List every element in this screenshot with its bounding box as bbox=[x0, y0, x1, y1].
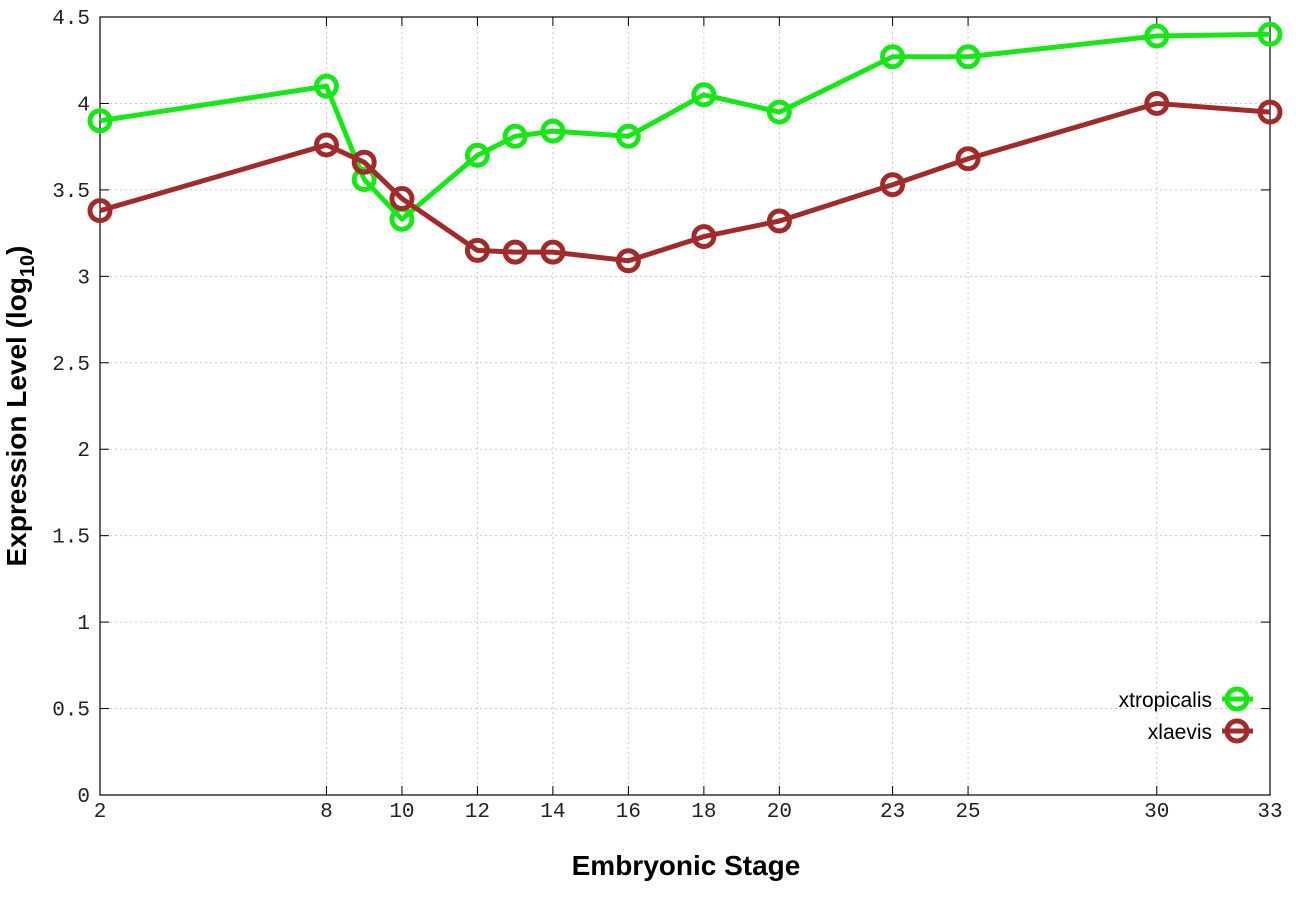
data-point bbox=[615, 248, 641, 274]
x-axis-label: Embryonic Stage bbox=[572, 850, 801, 881]
x-tick-label: 12 bbox=[465, 801, 490, 824]
data-point bbox=[766, 208, 792, 234]
legend-marker bbox=[1224, 718, 1250, 744]
y-tick-label: 0 bbox=[77, 786, 90, 809]
x-tick-label: 8 bbox=[320, 801, 333, 824]
data-point bbox=[351, 149, 377, 175]
x-tick-label: 18 bbox=[691, 801, 716, 824]
data-point bbox=[880, 172, 906, 198]
y-tick-label: 3 bbox=[77, 267, 90, 290]
y-label-text: Expression Level (log bbox=[1, 277, 32, 566]
y-tick-label: 4.5 bbox=[52, 8, 90, 31]
plot-frame bbox=[99, 16, 1271, 796]
x-tick-label: 25 bbox=[955, 801, 980, 824]
data-point bbox=[1144, 90, 1170, 116]
legend-label: xtropicalis bbox=[1119, 689, 1212, 712]
data-point bbox=[87, 108, 113, 134]
data-point bbox=[1144, 23, 1170, 49]
x-tick-label: 30 bbox=[1144, 801, 1169, 824]
data-point bbox=[502, 123, 528, 149]
y-tick-label: 3.5 bbox=[52, 181, 90, 204]
data-point bbox=[880, 44, 906, 70]
data-point bbox=[313, 73, 339, 99]
legend-marker bbox=[1224, 686, 1250, 712]
x-tick-label: 33 bbox=[1257, 801, 1282, 824]
x-tick-label: 14 bbox=[540, 801, 565, 824]
y-tick-label: 2.5 bbox=[52, 354, 90, 377]
y-tick-label: 2 bbox=[77, 440, 90, 463]
data-point bbox=[540, 118, 566, 144]
x-tick-label: 10 bbox=[389, 801, 414, 824]
data-point bbox=[615, 123, 641, 149]
x-tick-label: 20 bbox=[767, 801, 792, 824]
x-tick-label: 16 bbox=[616, 801, 641, 824]
x-tick-label: 23 bbox=[880, 801, 905, 824]
data-point bbox=[502, 239, 528, 265]
y-tick-label: 0.5 bbox=[52, 700, 90, 723]
data-point bbox=[389, 186, 415, 212]
x-tick-label: 2 bbox=[94, 801, 107, 824]
data-point bbox=[766, 99, 792, 125]
data-point bbox=[1257, 99, 1283, 125]
data-point bbox=[464, 142, 490, 168]
data-point bbox=[464, 237, 490, 263]
y-label-end: ) bbox=[1, 246, 32, 255]
data-point bbox=[955, 44, 981, 70]
data-point bbox=[351, 167, 377, 193]
y-tick-label: 1.5 bbox=[52, 527, 90, 550]
data-point bbox=[313, 132, 339, 158]
y-label-sub: 10 bbox=[17, 255, 39, 277]
data-point bbox=[955, 146, 981, 172]
y-axis-label: Expression Level (log10) bbox=[1, 246, 39, 567]
data-point bbox=[87, 198, 113, 224]
y-tick-label: 1 bbox=[77, 613, 90, 636]
data-point bbox=[691, 224, 717, 250]
data-point bbox=[1257, 21, 1283, 47]
data-point bbox=[540, 239, 566, 265]
legend-label: xlaevis bbox=[1148, 721, 1212, 744]
data-point bbox=[691, 82, 717, 108]
y-tick-label: 4 bbox=[77, 94, 90, 117]
